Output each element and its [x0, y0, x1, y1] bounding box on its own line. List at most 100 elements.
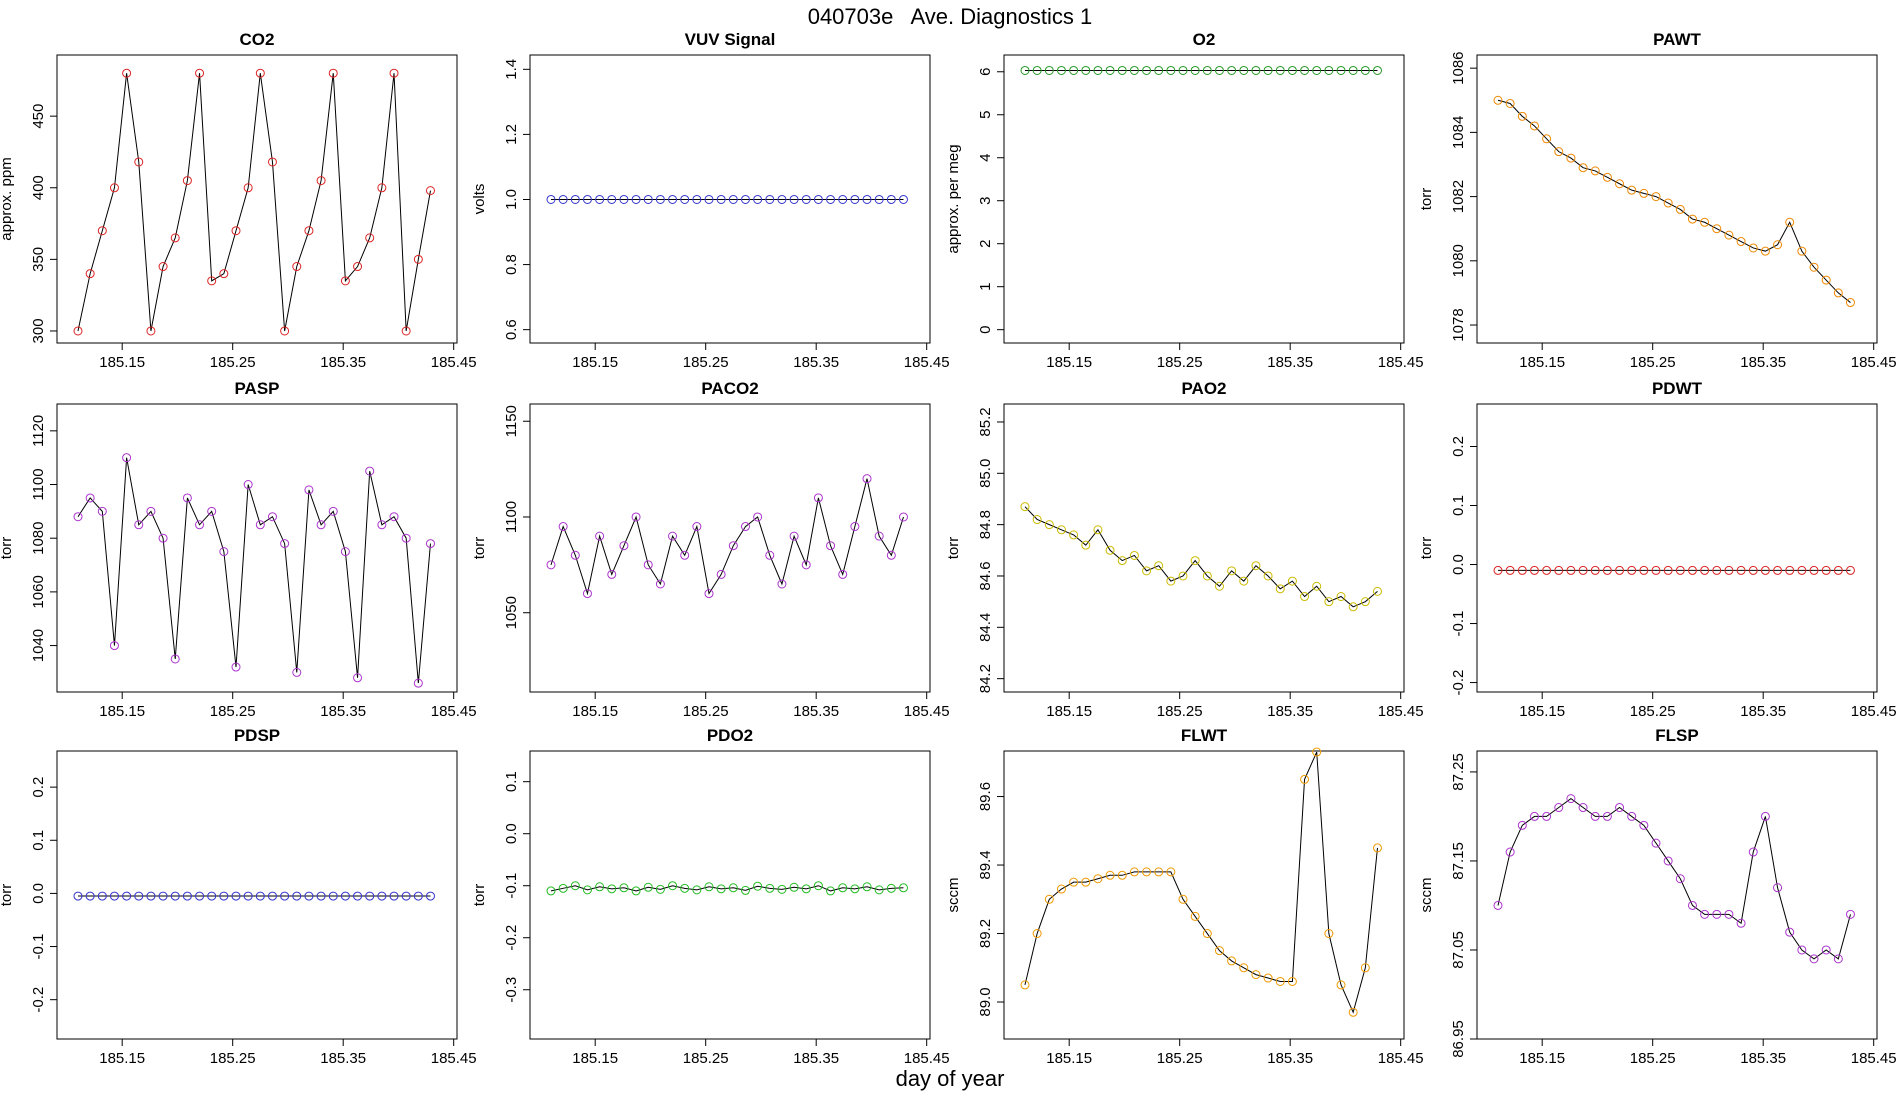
- data-point: [850, 522, 860, 532]
- data-point: [1724, 565, 1734, 575]
- data-point: [1615, 803, 1625, 813]
- data-point: [1214, 946, 1224, 956]
- y-tick-label: -0.3: [503, 977, 520, 1003]
- y-axis-label: torr: [0, 884, 15, 907]
- data-point: [1190, 556, 1200, 566]
- data-point: [389, 68, 399, 78]
- data-point: [1542, 565, 1552, 575]
- data-point: [195, 68, 205, 78]
- y-tick-label: -0.1: [30, 934, 47, 960]
- data-point: [122, 891, 132, 901]
- data-point: [1760, 246, 1770, 256]
- y-tick-label: 0.0: [30, 883, 47, 904]
- x-tick-label: 185.25: [210, 703, 256, 720]
- data-point: [1566, 153, 1576, 163]
- data-point: [389, 512, 399, 522]
- data-point: [595, 882, 605, 892]
- y-tick-label: 5: [977, 111, 994, 119]
- panel-title: PAO2: [1181, 379, 1226, 398]
- data-point: [813, 194, 823, 204]
- data-point: [1275, 584, 1285, 594]
- y-axis-label: sccm: [945, 878, 962, 913]
- plot-frame: [56, 403, 458, 693]
- data-point: [1760, 811, 1770, 821]
- series-line: [1497, 99, 1851, 303]
- data-point: [558, 194, 568, 204]
- data-point: [243, 480, 253, 490]
- figure-title: 040703e Ave. Diagnostics 1: [808, 4, 1093, 29]
- data-point: [280, 539, 290, 549]
- data-point: [1821, 275, 1831, 285]
- data-point: [704, 194, 714, 204]
- data-point: [353, 891, 363, 901]
- data-point: [97, 506, 107, 516]
- y-tick-label: 86.95: [1450, 1020, 1467, 1058]
- data-point: [425, 186, 435, 196]
- y-axis-label: torr: [1418, 188, 1435, 211]
- panel-title: CO2: [240, 30, 275, 49]
- data-point: [195, 891, 205, 901]
- data-point: [558, 522, 568, 532]
- data-point: [1578, 803, 1588, 813]
- series-line: [77, 73, 431, 332]
- y-tick-label: 1100: [30, 468, 47, 500]
- data-point: [255, 520, 265, 530]
- data-point: [1845, 298, 1855, 308]
- x-tick-label: 185.45: [1851, 354, 1897, 371]
- x-tick-label: 185.15: [1519, 703, 1565, 720]
- plot-frame: [529, 403, 931, 693]
- data-point: [122, 453, 132, 463]
- data-point: [1348, 65, 1358, 75]
- x-tick-label: 185.15: [1046, 1050, 1092, 1067]
- data-point: [1700, 909, 1710, 919]
- data-point: [182, 176, 192, 186]
- data-point: [1154, 65, 1164, 75]
- data-point: [668, 531, 678, 541]
- data-point: [1590, 565, 1600, 575]
- panel-title: PDO2: [707, 726, 753, 745]
- data-point: [1809, 565, 1819, 575]
- y-tick-label: 300: [30, 318, 47, 343]
- data-point: [789, 194, 799, 204]
- data-point: [1639, 188, 1649, 198]
- data-point: [1287, 65, 1297, 75]
- data-point: [1736, 918, 1746, 928]
- data-point: [1214, 581, 1224, 591]
- data-point: [740, 885, 750, 895]
- data-point: [1797, 565, 1807, 575]
- data-point: [546, 560, 556, 570]
- y-tick-label: 1080: [1450, 244, 1467, 277]
- series-line: [1497, 798, 1851, 960]
- data-point: [1263, 571, 1273, 581]
- data-point: [377, 520, 387, 530]
- x-tick-label: 185.15: [572, 354, 618, 371]
- data-point: [1602, 811, 1612, 821]
- data-point: [898, 512, 908, 522]
- data-point: [777, 579, 787, 589]
- x-tick-label: 185.45: [1851, 703, 1897, 720]
- plot-frame: [529, 750, 931, 1040]
- y-tick-label: 87.25: [1450, 753, 1467, 791]
- data-point: [570, 194, 580, 204]
- data-point: [304, 226, 314, 236]
- data-point: [365, 233, 375, 243]
- data-point: [753, 881, 763, 891]
- data-point: [838, 883, 848, 893]
- data-point: [1324, 65, 1334, 75]
- data-point: [219, 547, 229, 557]
- data-point: [1081, 540, 1091, 550]
- data-point: [231, 891, 241, 901]
- data-point: [1312, 747, 1322, 757]
- series-line: [550, 478, 904, 596]
- y-axis-label: torr: [1418, 537, 1435, 560]
- data-point: [1372, 65, 1382, 75]
- x-tick-label: 185.45: [431, 703, 477, 720]
- data-point: [570, 550, 580, 560]
- x-tick-label: 185.25: [1630, 354, 1676, 371]
- data-point: [1142, 867, 1152, 877]
- data-point: [1348, 602, 1358, 612]
- data-point: [1251, 561, 1261, 571]
- x-tick-label: 185.15: [99, 703, 145, 720]
- data-point: [1651, 838, 1661, 848]
- data-point: [680, 194, 690, 204]
